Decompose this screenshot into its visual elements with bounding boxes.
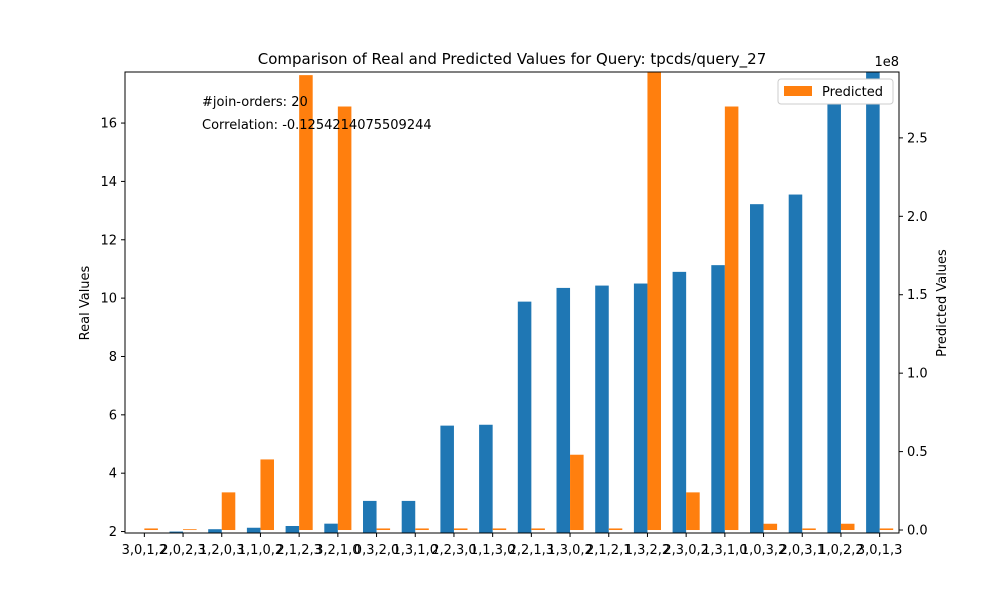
annotation-correlation: Correlation: -0.12542140755092​44: [202, 118, 432, 133]
bar-predicted-6: [376, 528, 391, 531]
x-tick-label-15: 1,3,1,0: [702, 543, 747, 558]
left-tick-label-3: 8: [109, 350, 117, 365]
x-tick-label-14: 2,3,0,2: [663, 543, 708, 558]
bar-predicted-12: [608, 528, 623, 531]
left-axis-label: Real Values: [78, 265, 93, 340]
left-tick-label-4: 10: [100, 292, 117, 307]
bar-predicted-8: [453, 528, 468, 531]
bar-real-18: [827, 79, 841, 533]
x-tick-label-1: 2,0,2,3: [160, 543, 205, 558]
x-tick-label-3: 1,1,0,2: [238, 543, 283, 558]
right-axis-label: Predicted Values: [935, 249, 950, 357]
bar-real-8: [440, 425, 454, 533]
x-tick-label-16: 1,0,3,2: [741, 543, 786, 558]
right-tick-label-5: 2.5: [907, 131, 928, 146]
bar-real-19: [866, 72, 880, 533]
bar-real-3: [246, 527, 261, 533]
bar-real-14: [672, 271, 687, 533]
bar-real-4: [285, 525, 300, 533]
left-tick-label-1: 4: [109, 467, 117, 482]
right-tick-label-3: 1.5: [907, 288, 928, 303]
x-tick-label-4: 2,1,2,3: [276, 543, 321, 558]
right-axis-multiplier: 1e8: [874, 55, 899, 70]
x-tick-label-7: 1,3,1,0: [393, 543, 438, 558]
bar-predicted-2: [221, 492, 236, 531]
legend-label-predicted: Predicted: [822, 85, 883, 100]
plot-frame: [124, 71, 900, 534]
bar-real-6: [363, 500, 377, 533]
bar-predicted-19: [879, 528, 894, 531]
bar-predicted-5: [337, 106, 352, 531]
x-tick-label-0: 3,0,1,2: [122, 543, 167, 558]
bar-real-11: [556, 287, 571, 533]
x-tick-label-18: 1,0,2,2: [818, 543, 863, 558]
bar-predicted-16: [763, 523, 778, 531]
bar-predicted-11: [570, 454, 584, 531]
bar-predicted-18: [840, 523, 855, 531]
bar-predicted-1: [183, 529, 197, 531]
legend-box: [777, 78, 894, 105]
x-tick-label-5: 3,2,1,0: [315, 543, 360, 558]
bar-real-15: [711, 265, 725, 533]
right-tick-label-0: 0.0: [907, 524, 928, 539]
x-tick-label-6: 0,3,2,0: [354, 543, 399, 558]
bar-real-10: [517, 301, 532, 533]
left-tick-label-2: 6: [109, 408, 117, 423]
legend: Predicted: [777, 78, 894, 105]
x-tick-label-10: 2,2,1,3: [509, 543, 554, 558]
bar-predicted-13: [647, 72, 661, 531]
bar-predicted-0: [144, 528, 158, 531]
bar-real-13: [633, 283, 648, 533]
left-tick-label-5: 12: [100, 233, 117, 248]
right-tick-label-4: 2.0: [907, 210, 928, 225]
left-tick-label-0: 2: [109, 525, 117, 540]
bar-predicted-17: [802, 528, 816, 531]
x-tick-label-9: 1,1,3,0: [470, 543, 515, 558]
annotation-join-orders: #join-orders: 20: [202, 95, 308, 110]
x-tick-label-17: 2,0,3,1: [780, 543, 825, 558]
bar-real-5: [324, 523, 338, 533]
x-tick-label-12: 2,1,2,1: [586, 543, 631, 558]
left-tick-label-6: 14: [100, 175, 117, 190]
x-tick-label-19: 3,0,1,3: [857, 543, 902, 558]
x-tick-label-8: 2,2,3,0: [431, 543, 476, 558]
bar-real-9: [479, 424, 493, 533]
bar-real-16: [750, 204, 764, 533]
bar-predicted-15: [724, 106, 739, 531]
chart-title: Comparison of Real and Predicted Values …: [258, 50, 767, 69]
left-tick-label-7: 16: [100, 117, 117, 132]
bar-real-1: [169, 531, 184, 533]
x-tick-label-2: 1,2,0,3: [199, 543, 244, 558]
bar-predicted-3: [260, 459, 274, 531]
bar-real-7: [401, 500, 416, 533]
bar-predicted-4: [299, 75, 313, 531]
bar-predicted-14: [686, 492, 700, 531]
bar-real-12: [595, 285, 609, 533]
right-tick-label-2: 1.0: [907, 367, 928, 382]
bar-real-2: [208, 529, 222, 533]
legend-swatch-predicted: [784, 86, 812, 96]
x-tick-label-13: 1,3,2,2: [625, 543, 670, 558]
right-tick-label-1: 0.5: [907, 445, 928, 460]
bar-predicted-7: [415, 528, 429, 531]
bar-predicted-10: [531, 528, 545, 531]
bar-predicted-9: [492, 528, 507, 531]
x-tick-label-11: 1,3,0,2: [547, 543, 592, 558]
bar-real-17: [788, 194, 803, 533]
